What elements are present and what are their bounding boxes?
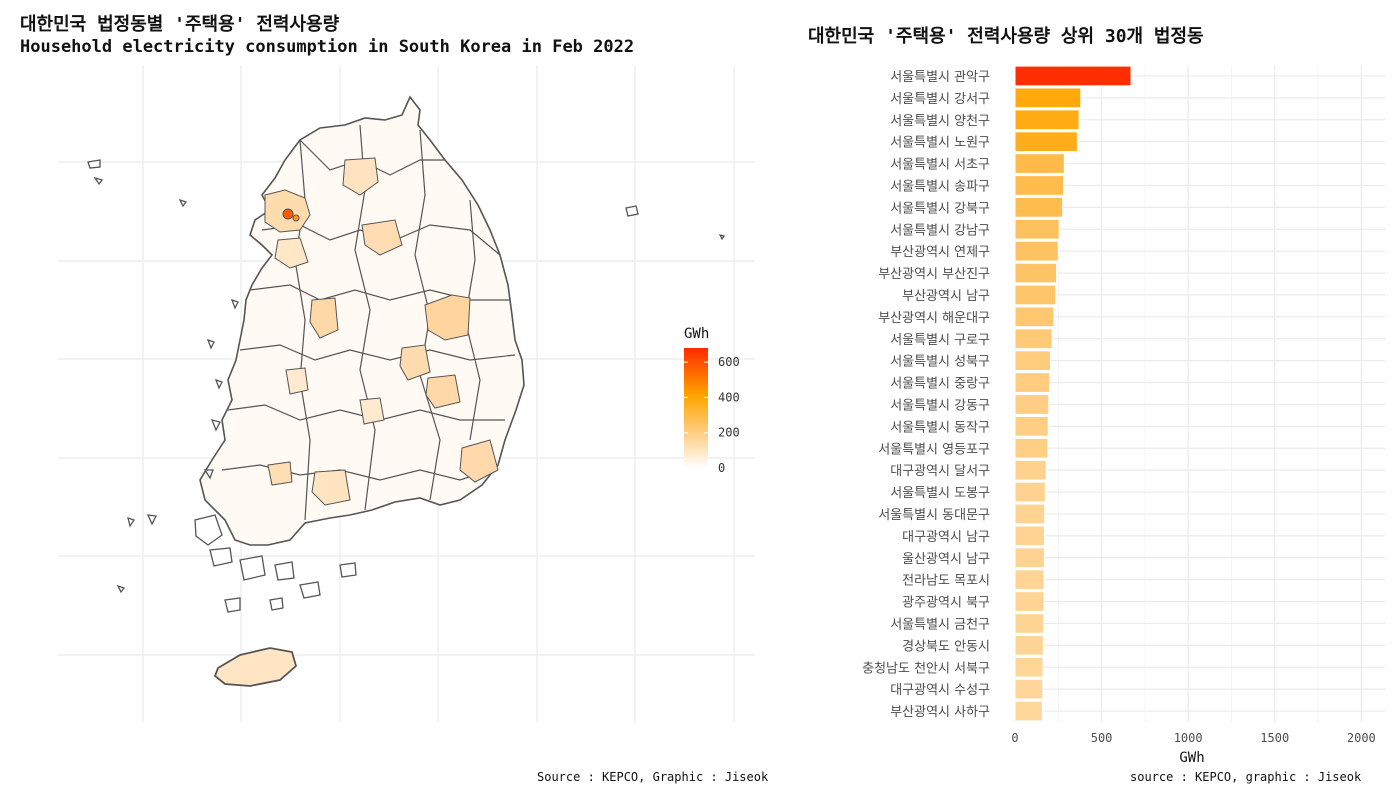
bar	[1014, 218, 1060, 240]
map-caption: Source : KEPCO, Graphic : Jiseok	[537, 770, 769, 784]
category-label: 대구광역시 수성구	[890, 683, 990, 698]
bar	[1014, 65, 1132, 87]
bar	[1014, 547, 1045, 569]
category-label: 부산광역시 사하구	[890, 705, 990, 720]
category-label: 서울특별시 양천구	[890, 114, 990, 129]
bar	[1014, 678, 1044, 700]
bar	[1014, 459, 1047, 481]
bar	[1014, 153, 1065, 174]
category-label: 서울특별시 강동구	[890, 398, 990, 413]
bar-series	[1014, 65, 1132, 722]
bar	[1014, 569, 1045, 591]
bar	[1014, 394, 1050, 415]
legend-tick-label: 0	[718, 461, 725, 475]
category-label: 대구광역시 달서구	[890, 464, 990, 479]
legend-colorbar	[684, 348, 708, 468]
x-tick-labels: 0 500 1000 1500 2000	[1011, 731, 1375, 745]
x-tick-label: 0	[1011, 731, 1018, 745]
category-label: 서울특별시 구로구	[890, 333, 990, 348]
islands	[87, 159, 726, 613]
x-tick-label: 2000	[1347, 731, 1376, 745]
bar-chart-caption: source : KEPCO, graphic : Jiseok	[1130, 770, 1362, 784]
category-label: 전라남도 목포시	[902, 574, 990, 589]
category-label: 충청남도 천안시 서북구	[862, 661, 990, 676]
map-title: 대한민국 법정동별 '주택용' 전력사용량	[20, 14, 340, 35]
bar	[1014, 196, 1064, 218]
category-label: 서울특별시 강북구	[890, 201, 990, 216]
category-label: 서울특별시 강남구	[890, 223, 990, 238]
bar-chart-title: 대한민국 '주택용' 전력사용량 상위 30개 법정동	[808, 26, 1204, 47]
map-legend: GWh 0 200 400 600	[684, 326, 740, 475]
bar	[1014, 437, 1049, 459]
korea-map	[87, 95, 726, 687]
x-tick-label: 1500	[1260, 731, 1289, 745]
bar	[1014, 591, 1045, 612]
category-label: 부산광역시 부산진구	[878, 267, 990, 282]
bar	[1014, 240, 1059, 262]
bar	[1014, 525, 1045, 547]
bar	[1014, 284, 1057, 306]
bar	[1014, 87, 1082, 109]
bar	[1014, 634, 1044, 656]
legend-tick-label: 200	[718, 426, 740, 440]
choropleth-map: GWh 0 200 400 600	[58, 65, 755, 722]
bar	[1014, 503, 1046, 525]
bar	[1014, 372, 1051, 393]
bar	[1014, 350, 1051, 372]
category-label: 서울특별시 영등포구	[878, 442, 990, 457]
bar-grid	[1014, 65, 1385, 722]
category-label: 경상북도 안동시	[902, 639, 990, 654]
category-label: 서울특별시 노원구	[890, 136, 990, 151]
bar	[1014, 131, 1078, 153]
jeju-island	[213, 647, 298, 687]
category-label: 서울특별시 동작구	[890, 420, 990, 435]
category-label: 광주광역시 북구	[902, 596, 990, 611]
category-label: 서울특별시 성북구	[890, 355, 990, 370]
category-label: 서울특별시 송파구	[890, 179, 990, 194]
category-label: 부산광역시 남구	[902, 289, 990, 304]
category-label: 서울특별시 금천구	[890, 617, 990, 632]
x-axis-title: GWh	[1179, 750, 1204, 766]
bar	[1014, 656, 1044, 678]
x-tick-label: 500	[1091, 731, 1113, 745]
legend-title: GWh	[684, 326, 709, 342]
category-label: 부산광역시 연제구	[890, 245, 990, 260]
bar	[1014, 481, 1046, 503]
x-tick-label: 1000	[1174, 731, 1203, 745]
bar	[1014, 415, 1049, 437]
bar	[1014, 613, 1045, 634]
category-label: 서울특별시 중랑구	[890, 377, 990, 392]
bar	[1014, 109, 1080, 131]
category-label: 대구광역시 남구	[902, 530, 990, 545]
legend-tick-label: 600	[718, 355, 740, 369]
bar	[1014, 700, 1043, 722]
category-label: 서울특별시 강서구	[890, 92, 990, 107]
bar	[1014, 262, 1058, 284]
bar	[1014, 328, 1053, 350]
category-label: 서울특별시 동대문구	[878, 508, 990, 523]
bar	[1014, 306, 1055, 328]
category-label: 서울특별시 관악구	[890, 70, 990, 85]
category-label: 서울특별시 서초구	[890, 158, 990, 173]
legend-ticks: 0 200 400 600	[684, 355, 740, 475]
bar	[1014, 175, 1064, 196]
category-label: 울산광역시 남구	[902, 552, 990, 567]
map-subtitle: Household electricity consumption in Sou…	[20, 37, 635, 57]
category-label: 부산광역시 해운대구	[878, 311, 990, 326]
shaded-districts	[264, 157, 499, 506]
legend-tick-label: 400	[718, 390, 740, 404]
category-label: 서울특별시 도봉구	[890, 486, 990, 501]
